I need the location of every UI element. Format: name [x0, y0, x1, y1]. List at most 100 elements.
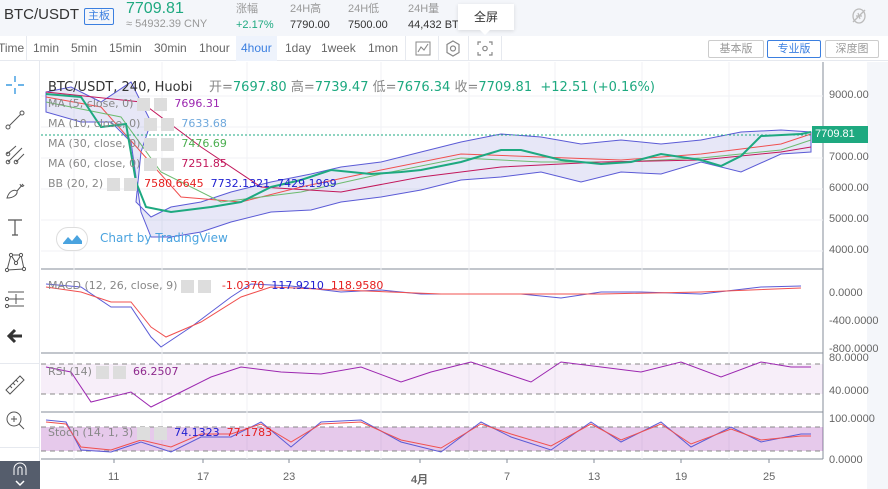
chart-title: BTC/USDT, 240, Huobi: [48, 80, 193, 95]
indicator-value: 7251.85: [181, 157, 227, 170]
gear-icon[interactable]: [144, 157, 158, 171]
indicator-name: MACD (12, 26, close, 9): [48, 279, 178, 292]
gear-icon[interactable]: [181, 279, 195, 293]
stoch-legend[interactable]: Stoch (14, 1, 3) 74.1323 77.1783: [48, 426, 272, 440]
ohlc-legend: BTC/USDT, 240, Huobi 开=7697.80 高=7739.47…: [48, 76, 655, 95]
bb-upper: 7732.1321: [210, 177, 271, 190]
date-axis-label: 13: [588, 471, 601, 483]
stat-high: 24H高 7790.00: [290, 2, 330, 33]
gear-icon[interactable]: [137, 426, 151, 440]
hide-eye-icon[interactable]: [850, 7, 868, 25]
close-icon[interactable]: [112, 365, 126, 379]
fullscreen-icon[interactable]: [474, 39, 496, 58]
tf-5min[interactable]: 5min: [71, 41, 98, 55]
change-value: +12.51 (+0.16%): [540, 80, 655, 95]
view-basic-button[interactable]: 基本版: [708, 40, 764, 58]
close-icon[interactable]: [198, 279, 212, 293]
tf-1day[interactable]: 1day: [285, 41, 312, 55]
gear-icon[interactable]: [144, 117, 158, 131]
zoom-in-icon[interactable]: [4, 409, 26, 431]
stat-change: 涨幅 +2.17%: [236, 2, 274, 33]
ruler-icon[interactable]: [4, 374, 26, 396]
stoch-axis-label: 100.0000: [829, 413, 875, 425]
stoch-k: 74.1323: [174, 426, 220, 439]
text-icon[interactable]: [4, 216, 26, 238]
magnet-icon: [13, 462, 27, 487]
stat-label: 涨幅: [236, 3, 258, 15]
macd-line: 117.9210: [271, 279, 324, 292]
pitchfork-icon[interactable]: [4, 144, 26, 166]
view-pro-button[interactable]: 专业版: [767, 40, 821, 58]
market-header: BTC/USDT 主板 7709.81 ≈ 54932.39 CNY 涨幅 +2…: [0, 0, 888, 36]
stat-label: 24H高: [290, 3, 322, 15]
bb-legend[interactable]: BB (20, 2) 7580.6645 7732.1321 7429.1969: [48, 177, 337, 191]
last-price: 7709.81: [126, 0, 184, 17]
price-axis-label: 9000.00: [829, 89, 869, 101]
gear-icon[interactable]: [137, 97, 151, 111]
brush-icon[interactable]: [4, 179, 26, 201]
price-chart-canvas[interactable]: [41, 62, 888, 489]
tf-4hour[interactable]: 4hour: [236, 36, 277, 61]
close-icon[interactable]: [154, 97, 168, 111]
close-icon[interactable]: [161, 137, 175, 151]
price-axis-label: 5000.00: [829, 213, 869, 225]
close-icon[interactable]: [124, 177, 138, 191]
tf-15min[interactable]: 15min: [109, 41, 142, 55]
fib-icon[interactable]: [4, 288, 26, 310]
chart-type-icon[interactable]: [412, 39, 434, 58]
macd-hist: -1.0370: [221, 279, 265, 292]
stat-volume: 24H量 44,432 BTC: [408, 2, 467, 33]
open-label: 开=: [209, 80, 233, 95]
pair-name: BTC/USDT: [4, 6, 79, 23]
date-axis-label: 4月: [411, 474, 429, 486]
gear-icon[interactable]: [107, 177, 121, 191]
tradingview-logo[interactable]: [56, 227, 88, 251]
tradingview-watermark[interactable]: Chart by TradingView: [100, 231, 228, 245]
close-icon[interactable]: [154, 426, 168, 440]
close-value: 7709.81: [478, 80, 533, 95]
rsi-axis-label: 40.0000: [829, 385, 869, 397]
stat-value: 44,432 BTC: [408, 19, 467, 31]
indicator-name: RSI (14): [48, 365, 92, 378]
fullscreen-tooltip: 全屏: [458, 4, 514, 35]
tf-1min[interactable]: 1min: [33, 41, 60, 55]
pattern-icon[interactable]: [4, 251, 26, 273]
stat-value: 7500.00: [348, 19, 388, 31]
rsi-legend[interactable]: RSI (14) 66.2507: [48, 365, 178, 379]
magnet-button[interactable]: [0, 461, 40, 489]
view-depth-button[interactable]: 深度图: [825, 40, 879, 58]
indicator-value: 7476.69: [181, 137, 227, 150]
gear-icon[interactable]: [144, 137, 158, 151]
close-icon[interactable]: [161, 157, 175, 171]
stoch-d: 77.1783: [226, 426, 273, 439]
low-value: 7676.34: [396, 80, 451, 95]
high-value: 7739.47: [314, 80, 369, 95]
back-arrow-icon[interactable]: [4, 325, 26, 347]
tf-1week[interactable]: 1week: [321, 41, 356, 55]
indicator-name: MA (60, close, 0): [48, 157, 141, 170]
ma60-legend[interactable]: MA (60, close, 0) 7251.85: [48, 157, 227, 171]
tf-30min[interactable]: 30min: [154, 41, 187, 55]
current-price-tag: 7709.81: [812, 126, 868, 143]
close-icon[interactable]: [161, 117, 175, 131]
chart-toolbar: Time 1min 5min 15min 30min 1hour 4hour 1…: [0, 36, 888, 61]
price-axis-label: 4000.00: [829, 244, 869, 256]
tf-1hour[interactable]: 1hour: [199, 41, 230, 55]
stat-label: 24H量: [408, 3, 440, 15]
macd-axis-label: 0.0000: [829, 287, 863, 299]
macd-legend[interactable]: MACD (12, 26, close, 9) -1.0370 117.9210…: [48, 279, 383, 293]
date-axis-label: 25: [763, 471, 776, 483]
trend-line-icon[interactable]: [4, 109, 26, 131]
settings-icon[interactable]: [442, 39, 464, 58]
low-label: 低=: [372, 80, 397, 95]
tf-time[interactable]: Time: [0, 41, 25, 55]
gear-icon[interactable]: [95, 365, 109, 379]
indicator-value: 7633.68: [181, 117, 227, 130]
ma5-legend[interactable]: MA (5, close, 0) 7696.31: [48, 97, 220, 111]
ma30-legend[interactable]: MA (30, close, 0) 7476.69: [48, 137, 227, 151]
macd-axis-label: -400.0000: [829, 315, 879, 327]
stat-value: +2.17%: [236, 19, 274, 31]
tf-1mon[interactable]: 1mon: [368, 41, 399, 55]
crosshair-icon[interactable]: [4, 74, 26, 96]
ma10-legend[interactable]: MA (10, close, 0) 7633.68: [48, 117, 227, 131]
